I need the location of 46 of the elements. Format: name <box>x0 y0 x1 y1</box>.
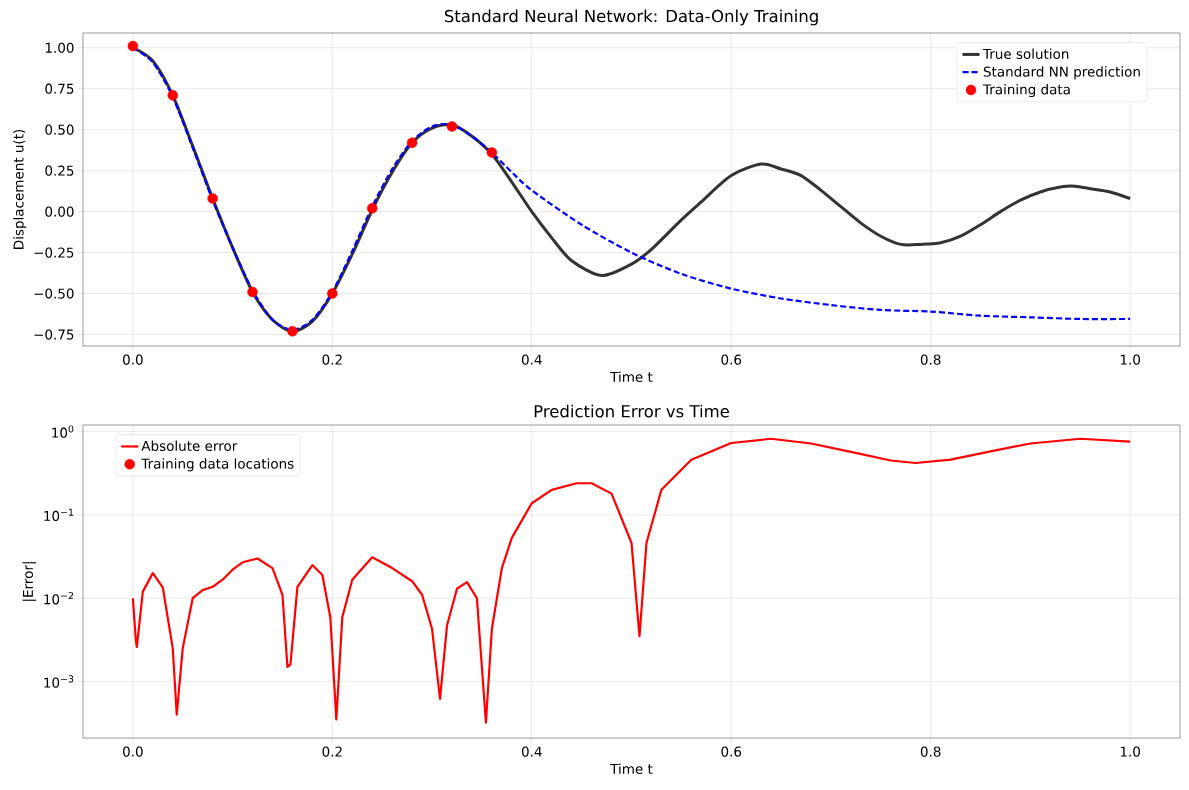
y-tick-label: 0.50 <box>45 124 74 135</box>
x-tick-label: 0.2 <box>322 354 342 365</box>
point <box>167 90 178 101</box>
x-tick-label: 0.6 <box>721 746 742 757</box>
point <box>207 193 218 204</box>
legend-label: Standard NN prediction <box>983 66 1140 80</box>
y-tick-label: 1.00 <box>45 42 74 53</box>
x-tick-label: 0.4 <box>521 746 542 757</box>
point <box>486 147 498 158</box>
point <box>127 40 139 52</box>
y-axis-title: |Error| <box>22 562 37 601</box>
legend-label: Training data locations <box>141 458 294 472</box>
x-tick-label: 0.2 <box>322 746 342 757</box>
x-tick-label: 0.0 <box>123 746 143 757</box>
y-tick-label: 10$^{−1}$ <box>44 508 74 522</box>
chart-title: Standard Neural Network: Data-Only Training <box>444 9 818 26</box>
point <box>446 121 458 132</box>
y-axis-title: Displacement u(t) <box>13 129 27 249</box>
y-tick-label: 10$^{0}$ <box>52 425 74 438</box>
line-series <box>131 437 1132 724</box>
legend-label: Training data <box>982 84 1070 98</box>
x-tick-label: 0.6 <box>721 354 742 365</box>
x-tick-label: 0.8 <box>920 354 941 365</box>
chart-title: Prediction Error vs Time <box>534 404 729 418</box>
point <box>287 326 298 337</box>
legend-label: Absolute error <box>141 440 238 452</box>
x-tick-label: 1.0 <box>1120 354 1140 365</box>
legend-label: True solution <box>982 48 1069 60</box>
y-tick-label: −0.25 <box>34 247 74 258</box>
y-tick-label: 0.75 <box>45 83 74 94</box>
point <box>247 286 258 298</box>
y-tick-label: 0.25 <box>45 165 74 176</box>
x-tick-label: 0.4 <box>521 354 542 365</box>
y-tick-label: −0.50 <box>34 288 74 299</box>
point <box>327 288 338 299</box>
x-tick-label: 0.0 <box>123 354 143 365</box>
point <box>367 203 378 214</box>
point <box>406 137 418 148</box>
y-tick-label: 0.00 <box>45 206 74 217</box>
x-axis-title: Time t <box>610 763 653 775</box>
x-axis-title: Time t <box>610 371 653 383</box>
x-tick-label: 0.8 <box>920 746 941 757</box>
y-tick-label: −0.75 <box>34 329 74 340</box>
y-tick-label: 10$^{−3}$ <box>44 675 74 688</box>
x-tick-label: 1.0 <box>1120 746 1140 757</box>
y-tick-label: 10$^{−2}$ <box>44 592 74 605</box>
